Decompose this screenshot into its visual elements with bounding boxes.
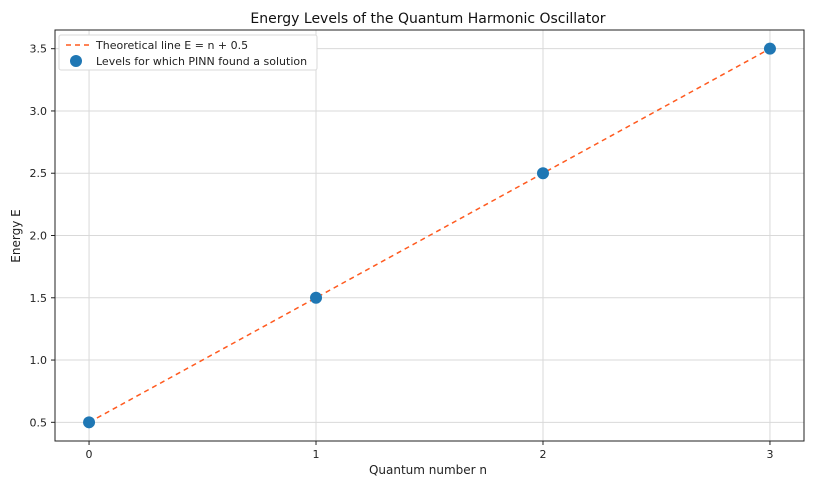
chart-title: Energy Levels of the Quantum Harmonic Os… xyxy=(250,11,605,27)
series-layer xyxy=(83,42,776,429)
y-tick-label-0: 0.5 xyxy=(30,416,48,429)
data-point-2 xyxy=(536,167,549,180)
x-tick-label-2: 2 xyxy=(539,448,546,461)
x-tick-label-1: 1 xyxy=(313,448,320,461)
y-tick-label-4: 2.5 xyxy=(30,167,48,180)
legend-point-label: Levels for which PINN found a solution xyxy=(96,55,307,68)
data-point-3 xyxy=(763,42,776,55)
legend-box xyxy=(58,34,318,71)
y-tick-label-6: 3.5 xyxy=(30,43,48,56)
y-tick-label-1: 1.0 xyxy=(30,354,48,367)
y-tick-label-5: 3.0 xyxy=(30,105,48,118)
data-point-1 xyxy=(310,291,323,304)
legend: Theoretical line E = n + 0.5 Levels for … xyxy=(58,34,318,71)
legend-point-swatch xyxy=(70,55,82,67)
x-tick-label-3: 3 xyxy=(766,448,773,461)
x-tick-label-0: 0 xyxy=(86,448,93,461)
legend-line-label: Theoretical line E = n + 0.5 xyxy=(95,39,248,52)
y-tick-label-3: 2.0 xyxy=(30,230,48,243)
y-tick-label-2: 1.5 xyxy=(30,292,48,305)
ticks-layer: 0 1 2 3 0.5 1.0 1.5 2.0 2.5 3.0 3.5 xyxy=(30,43,774,461)
data-point-0 xyxy=(83,416,96,429)
x-axis-label: Quantum number n xyxy=(369,463,487,477)
series-line-0 xyxy=(88,48,771,423)
y-axis-label: Energy E xyxy=(9,209,23,262)
